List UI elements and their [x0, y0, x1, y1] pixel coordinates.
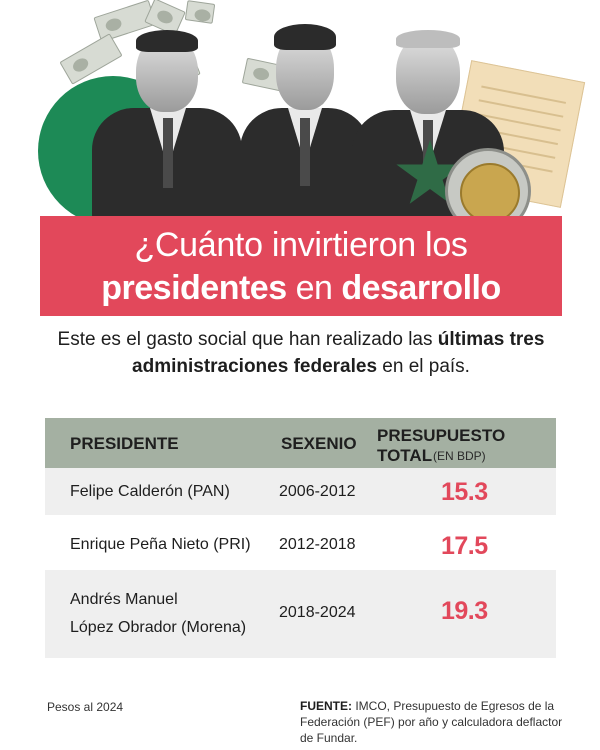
subtitle: Este es el gasto social que han realizad…: [40, 326, 562, 380]
banknote-icon: [184, 0, 216, 24]
subtitle-part-1: Este es el gasto social que han realizad…: [57, 329, 438, 350]
president-photo-middle: [240, 22, 370, 225]
coin-icon: [445, 148, 531, 225]
hero-illustration: [0, 0, 600, 225]
header-budget-unit: (EN BDP): [433, 449, 486, 463]
cell-president-line-1: Andrés Manuel: [70, 591, 178, 608]
subtitle-part-2: en el país.: [377, 356, 470, 377]
source-note: FUENTE: IMCO, Presupuesto de Egresos de …: [300, 698, 570, 746]
source-label: FUENTE:: [300, 699, 352, 713]
president-photo-left: [92, 28, 242, 225]
source-text: IMCO, Presupuesto de Egresos de la Feder…: [300, 699, 566, 745]
title-word-presidentes: presidentes: [101, 269, 287, 307]
header-budget: PRESUPUESTO TOTAL: [377, 426, 506, 465]
table-header: PRESIDENTE SEXENIO PRESUPUESTO TOTAL (EN…: [45, 418, 556, 468]
title-word-en: en: [286, 269, 342, 307]
title-banner: ¿Cuánto invirtieron los presidentes en d…: [40, 216, 562, 349]
header-president: PRESIDENTE: [70, 434, 179, 453]
cell-president: Felipe Calderón (PAN): [70, 483, 230, 500]
title-word-desarrollo: desarrollo social?: [244, 269, 501, 349]
table-row: Enrique Peña Nieto (PRI) 2012-2018 17.5: [45, 515, 556, 570]
cell-budget: 17.5: [441, 532, 488, 560]
budget-table: PRESIDENTE SEXENIO PRESUPUESTO TOTAL (EN…: [45, 418, 556, 658]
cell-budget: 15.3: [441, 478, 488, 506]
currency-note: Pesos al 2024: [47, 700, 124, 714]
table-row: Felipe Calderón (PAN) 2006-2012 15.3: [45, 468, 556, 515]
title-line-1: ¿Cuánto invirtieron los: [134, 226, 468, 264]
subtitle-bold-2: administraciones federales: [132, 356, 378, 377]
cell-president: Enrique Peña Nieto (PRI): [70, 536, 251, 553]
table-row: Andrés Manuel López Obrador (Morena) 201…: [45, 570, 556, 658]
cell-term: 2018-2024: [279, 604, 356, 621]
cell-budget: 19.3: [441, 597, 488, 625]
subtitle-bold-1: últimas tres: [437, 329, 545, 350]
title-line-2: presidentes en desarrollo social?: [40, 267, 562, 351]
header-term: SEXENIO: [281, 434, 357, 453]
cell-president-line-2: López Obrador (Morena): [70, 619, 247, 636]
cell-term: 2006-2012: [279, 483, 356, 500]
cell-term: 2012-2018: [279, 536, 356, 553]
